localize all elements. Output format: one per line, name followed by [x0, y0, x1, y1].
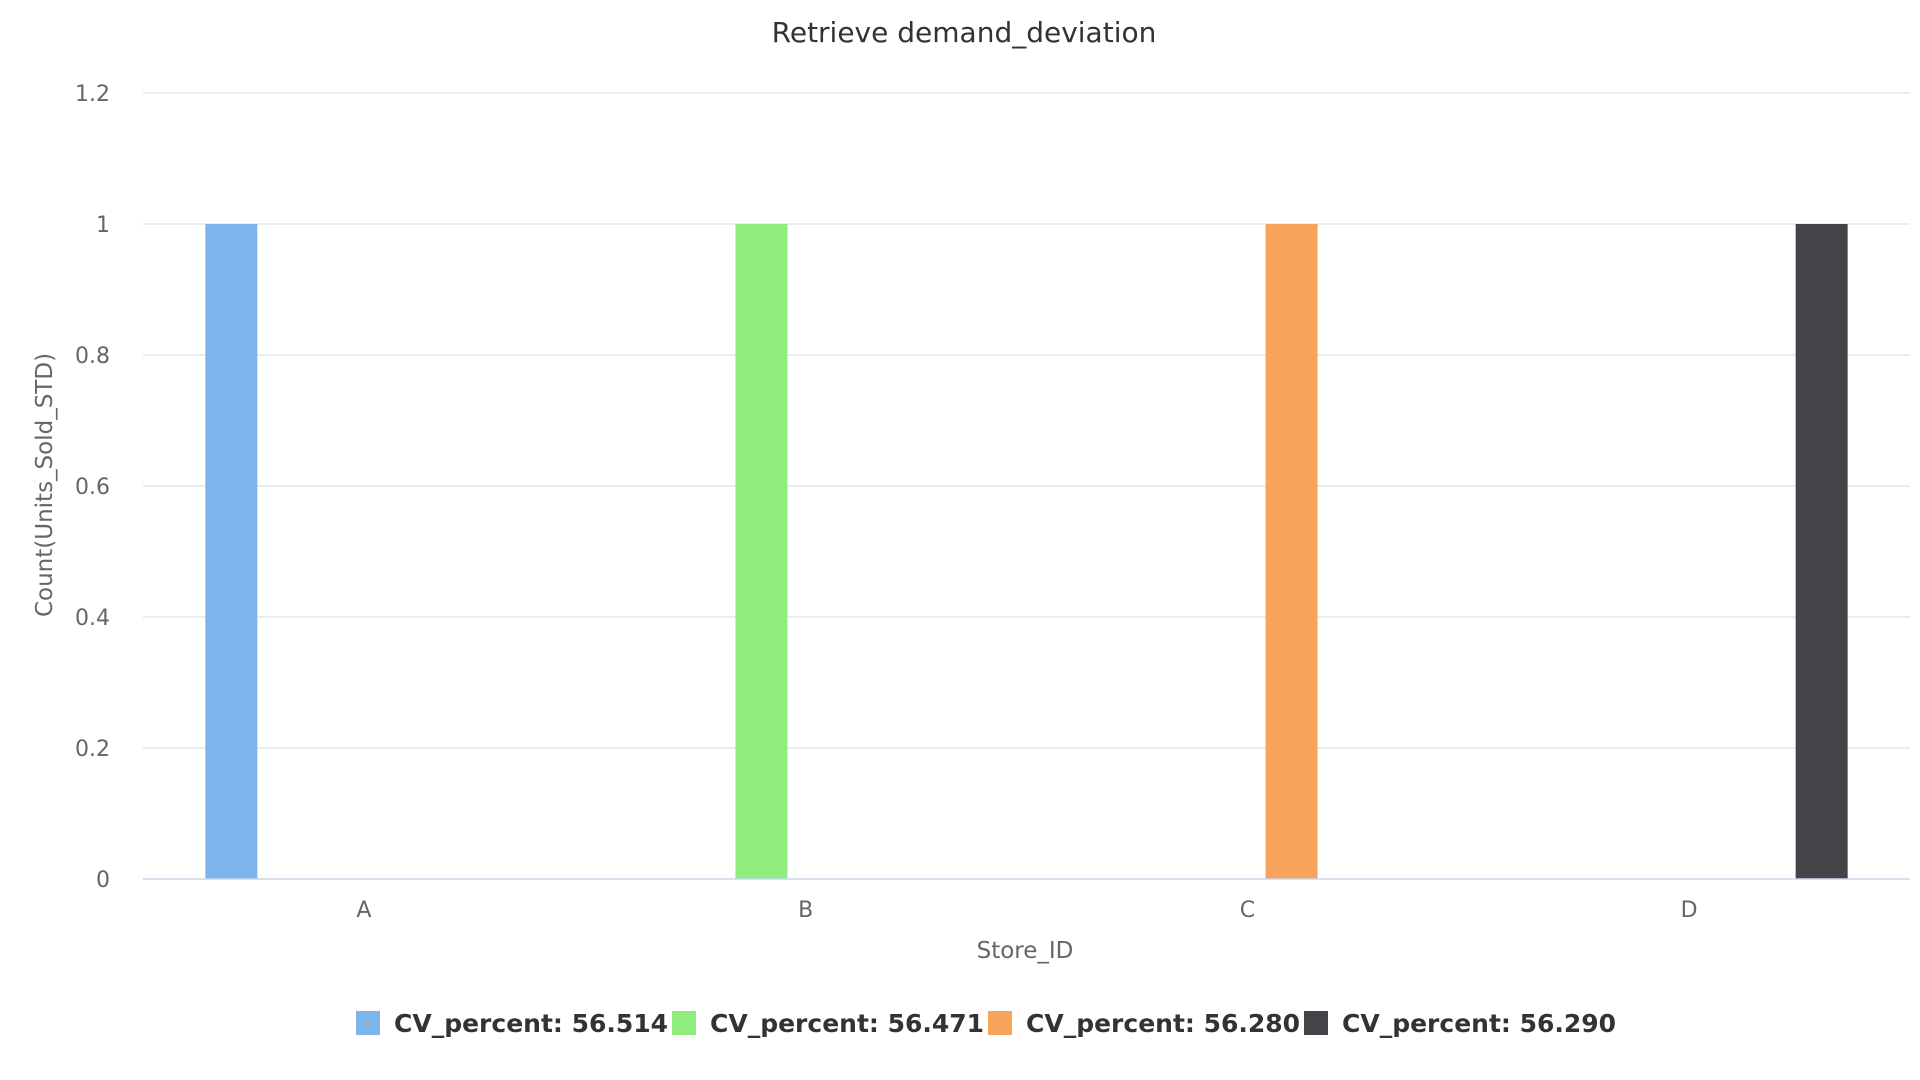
bar-b[interactable]: [735, 224, 788, 879]
bar-a[interactable]: [205, 224, 258, 879]
bar-d[interactable]: [1795, 224, 1848, 879]
y-tick-label: 0.2: [75, 737, 110, 762]
chart-title: Retrieve demand_deviation: [772, 16, 1157, 49]
x-axis-tick-labels: A B C D: [356, 898, 1697, 923]
legend-label: CV_percent: 56.471: [710, 1009, 984, 1038]
x-tick-label: D: [1681, 898, 1698, 923]
y-tick-label: 0: [96, 868, 110, 893]
legend-item[interactable]: CV_percent: 56.514: [356, 1009, 668, 1038]
y-tick-label: 1: [96, 213, 110, 238]
legend-item[interactable]: CV_percent: 56.280: [988, 1009, 1300, 1038]
grid-lines: [143, 92, 1910, 749]
x-tick-label: C: [1240, 898, 1255, 923]
legend-swatch: [356, 1011, 380, 1035]
x-tick-label: B: [798, 898, 813, 923]
bars: [205, 224, 1848, 879]
legend-swatch: [1304, 1011, 1328, 1035]
y-tick-label: 0.4: [75, 606, 110, 631]
x-axis-title: Store_ID: [977, 938, 1074, 964]
legend: CV_percent: 56.514 CV_percent: 56.471 CV_p…: [356, 1009, 1616, 1038]
bar-c[interactable]: [1265, 224, 1318, 879]
legend-swatch: [988, 1011, 1012, 1035]
y-axis-title: Count(Units_Sold_STD): [32, 353, 58, 617]
legend-label: CV_percent: 56.514: [394, 1009, 668, 1038]
legend-item[interactable]: CV_percent: 56.471: [672, 1009, 984, 1038]
x-tick-label: A: [356, 898, 371, 923]
legend-swatch: [672, 1011, 696, 1035]
legend-item[interactable]: CV_percent: 56.290: [1304, 1009, 1616, 1038]
y-tick-label: 0.8: [75, 344, 110, 369]
y-tick-label: 1.2: [75, 82, 110, 107]
legend-label: CV_percent: 56.290: [1342, 1009, 1616, 1038]
legend-label: CV_percent: 56.280: [1026, 1009, 1300, 1038]
y-tick-label: 0.6: [75, 475, 110, 500]
y-axis-tick-labels: 0 0.2 0.4 0.6 0.8 1 1.2: [75, 82, 110, 893]
